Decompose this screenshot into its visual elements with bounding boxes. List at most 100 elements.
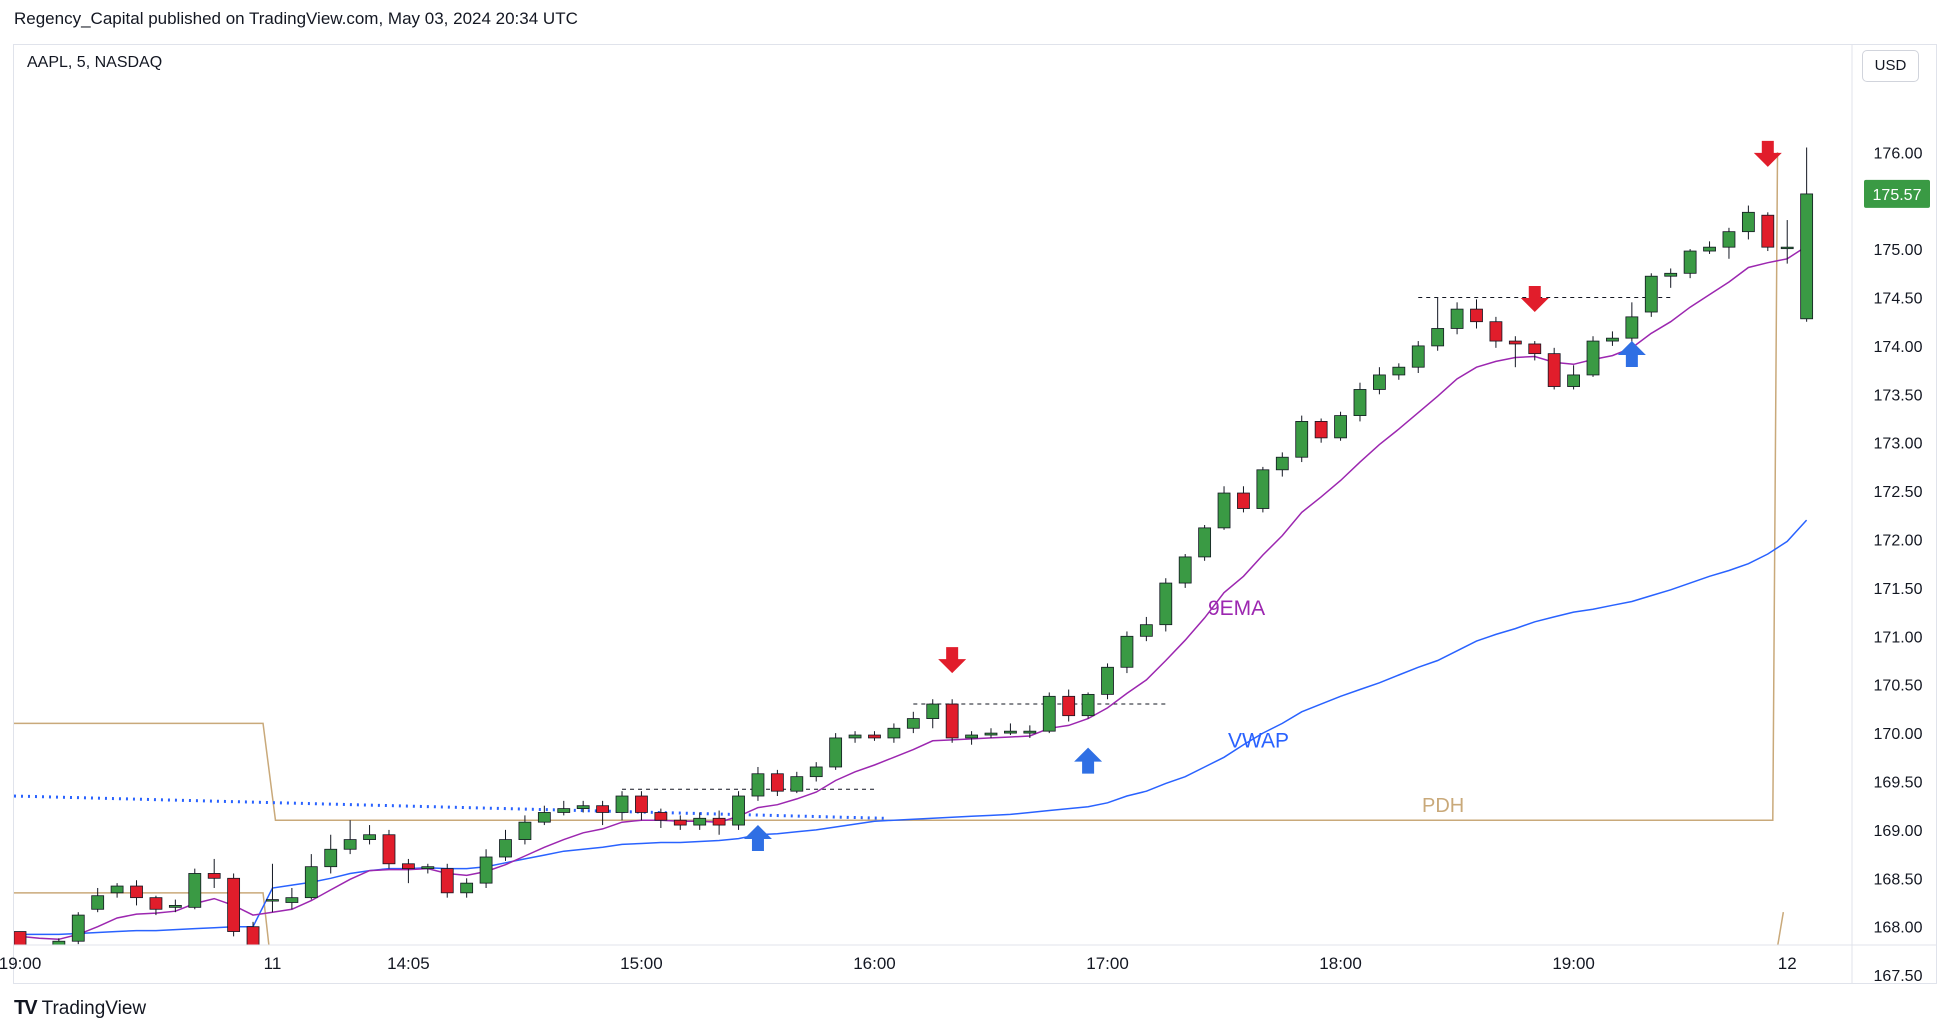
candle	[1081, 693, 1095, 717]
candle	[421, 866, 435, 870]
candle	[363, 834, 376, 840]
candle	[537, 812, 551, 823]
x-tick-label: 17:00	[1086, 954, 1129, 973]
candle	[110, 885, 124, 894]
candle	[887, 727, 901, 739]
y-tick-label: 173.50	[1874, 387, 1923, 404]
brand-name: TradingView	[41, 997, 147, 1019]
candle	[693, 817, 707, 826]
candle	[227, 877, 241, 932]
candle	[1780, 246, 1794, 250]
pdh-tail-line	[1777, 912, 1785, 945]
candle	[1528, 343, 1542, 355]
candle	[52, 940, 66, 945]
y-tick-label: 171.50	[1874, 581, 1923, 598]
candle	[1683, 250, 1697, 274]
candle	[1101, 666, 1114, 695]
candle	[33, 951, 45, 953]
ema-label: 9EMA	[1208, 597, 1265, 620]
candle	[596, 805, 609, 813]
y-tick-label: 169.00	[1874, 823, 1923, 840]
candle	[304, 866, 318, 899]
y-tick-label: 174.00	[1874, 339, 1923, 356]
candle	[479, 856, 493, 884]
candle	[1023, 730, 1037, 734]
candle	[829, 737, 843, 768]
candle	[809, 766, 823, 778]
old-level-line	[14, 892, 270, 945]
candle	[168, 905, 182, 908]
candle	[440, 868, 454, 894]
candle	[1470, 308, 1483, 323]
candle	[984, 732, 998, 736]
candle	[1547, 353, 1561, 387]
vwap-label: VWAP	[1228, 730, 1289, 753]
candle	[1373, 374, 1386, 390]
y-tick-label: 172.00	[1874, 533, 1923, 550]
y-tick-label: 167.50	[1874, 968, 1923, 985]
arrow-up-icon	[743, 825, 772, 852]
candle	[751, 773, 765, 797]
footer-brand[interactable]: TV TradingView	[14, 997, 146, 1020]
arrow-up-icon	[1617, 341, 1646, 368]
candle	[1625, 316, 1639, 339]
vwap-line	[20, 519, 1808, 936]
x-tick-label: 19:00	[1552, 954, 1595, 973]
currency-button[interactable]: USD	[1862, 50, 1919, 82]
y-tick-label: 168.00	[1874, 920, 1923, 937]
candle	[790, 776, 804, 792]
candle	[712, 817, 726, 826]
candle	[1004, 730, 1017, 734]
arrow-down-icon	[1753, 140, 1782, 167]
candle	[1314, 421, 1328, 439]
candle	[188, 873, 202, 908]
candle	[1567, 374, 1580, 387]
y-tick-label-top: 176.00	[1874, 145, 1923, 162]
candle	[1159, 582, 1173, 626]
y-tick-label: 170.00	[1874, 726, 1923, 743]
y-tick-label: 172.50	[1874, 484, 1923, 501]
candle	[1411, 345, 1425, 368]
y-tick-label: 170.50	[1874, 678, 1923, 695]
dotted-level-line	[14, 794, 885, 820]
candle	[770, 773, 784, 792]
candle	[1275, 456, 1289, 471]
candle	[1664, 272, 1678, 277]
x-tick-label: 19:00	[0, 954, 41, 973]
published-header: Regency_Capital published on TradingView…	[14, 9, 578, 28]
x-tick-label: 11	[264, 954, 282, 973]
price-chart[interactable]: PDH 9EMA VWAP 167.50 168.00 168.50 169.00 169.5…	[0, 0, 1950, 1000]
candle	[1217, 492, 1231, 529]
y-tick-label: 171.00	[1874, 629, 1923, 646]
candle	[1431, 328, 1445, 347]
candle	[1120, 635, 1134, 668]
x-tick-label: 12	[1778, 954, 1797, 973]
candle	[518, 821, 532, 840]
candle	[1606, 337, 1619, 342]
y-tick-label: 168.50	[1874, 871, 1923, 888]
arrow-up-icon	[1074, 747, 1103, 774]
candle	[654, 812, 668, 821]
candle	[1508, 340, 1522, 345]
candle	[906, 718, 920, 729]
candle	[1586, 340, 1600, 376]
candle	[266, 899, 279, 902]
pdh-line	[14, 152, 1779, 821]
candle	[324, 848, 338, 868]
candle	[1353, 389, 1367, 416]
y-tick-label: 169.50	[1874, 775, 1923, 792]
candle	[343, 839, 357, 850]
candle	[1741, 211, 1755, 233]
y-tick-label: 173.00	[1874, 436, 1923, 453]
candle	[1295, 421, 1309, 458]
current-price-label: 175.57	[1873, 187, 1922, 204]
arrow-down-icon	[938, 647, 967, 674]
candle	[1237, 492, 1250, 509]
candle	[1139, 624, 1153, 637]
candle	[868, 734, 881, 739]
candle	[926, 703, 940, 719]
candle	[1722, 231, 1736, 248]
candle	[246, 926, 260, 945]
candle	[1761, 214, 1775, 248]
candle	[1703, 246, 1716, 252]
